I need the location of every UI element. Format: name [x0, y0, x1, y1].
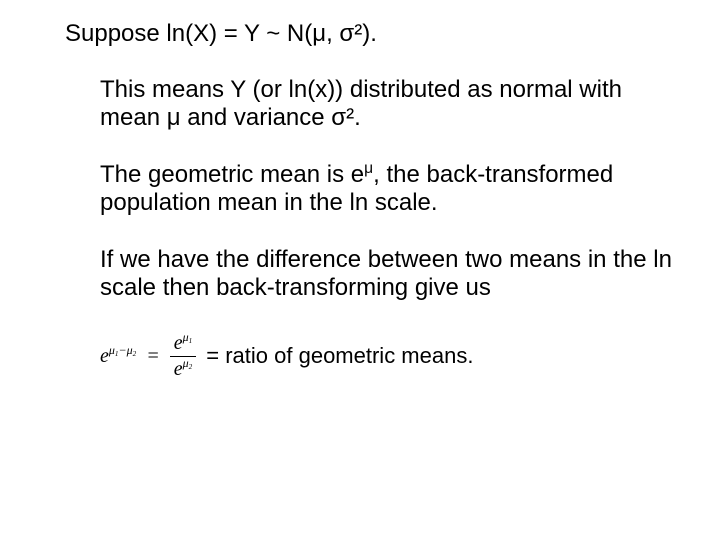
- paragraph-1: This means Y (or ln(x)) distributed as n…: [100, 76, 675, 131]
- lhs-exp-mu2: μ: [127, 343, 133, 357]
- para2-superscript-mu: μ: [364, 160, 373, 177]
- paragraph-2: The geometric mean is eμ, the back-trans…: [100, 161, 675, 216]
- num-exp-mu: μ: [183, 330, 189, 344]
- num-exp-sub: 1: [189, 337, 193, 345]
- lhs-exponent: μ1−μ2: [109, 343, 136, 357]
- num-base-e: e: [174, 332, 183, 354]
- equation-lhs: eμ1−μ2: [100, 345, 136, 368]
- equation-line: eμ1−μ2 = eμ1 eμ2 = ratio of geometric me…: [100, 332, 675, 381]
- den-exponent: μ2: [183, 356, 193, 370]
- equation-math: eμ1−μ2 = eμ1 eμ2: [100, 332, 196, 381]
- fraction-denominator: eμ2: [170, 356, 197, 381]
- equals-sign: =: [146, 345, 160, 368]
- slide-content: Suppose ln(X) = Y ~ N(μ, σ²). This means…: [0, 0, 720, 540]
- den-exp-mu: μ: [183, 356, 189, 370]
- equation-right-text: = ratio of geometric means.: [206, 343, 473, 369]
- heading-line: Suppose ln(X) = Y ~ N(μ, σ²).: [65, 20, 675, 48]
- lhs-exp-sub2: 2: [133, 350, 137, 358]
- paragraph-3: If we have the difference between two me…: [100, 246, 675, 301]
- den-exp-sub: 2: [189, 363, 193, 371]
- para2-part-a: The geometric mean is e: [100, 161, 364, 188]
- equation-fraction: eμ1 eμ2: [170, 332, 197, 381]
- den-base-e: e: [174, 358, 183, 380]
- lhs-exp-sub1: 1: [115, 350, 119, 358]
- num-exponent: μ1: [183, 330, 193, 344]
- lhs-exp-minus: −: [119, 343, 127, 357]
- lhs-base-e: e: [100, 345, 109, 367]
- fraction-numerator: eμ1: [170, 332, 197, 356]
